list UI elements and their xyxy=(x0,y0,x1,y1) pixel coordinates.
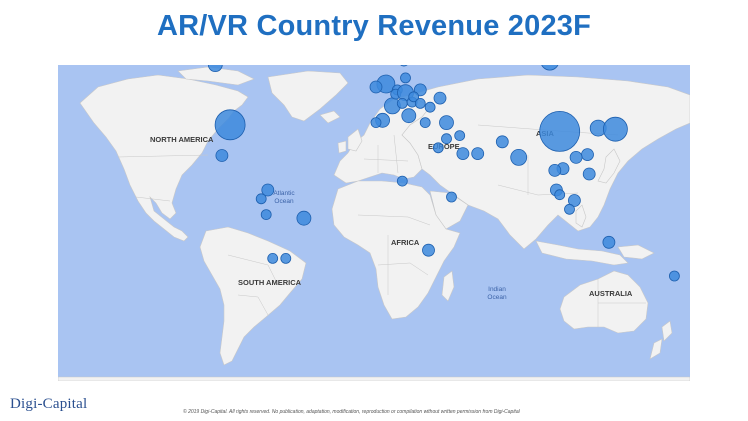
label-atlantic-ocean-line1: Atlantic xyxy=(273,190,295,197)
land-madagascar xyxy=(441,270,455,302)
revenue-bubble[interactable] xyxy=(414,98,426,109)
border-africa-1 xyxy=(357,214,431,226)
border-sa-1 xyxy=(227,254,279,286)
revenue-bubble[interactable] xyxy=(581,148,594,161)
revenue-bubble[interactable] xyxy=(603,116,628,142)
land-south-america xyxy=(199,226,307,366)
revenue-bubble[interactable] xyxy=(564,203,575,215)
land-new-zealand-south xyxy=(649,338,663,360)
revenue-bubble[interactable] xyxy=(280,252,292,264)
revenue-bubble[interactable] xyxy=(454,130,466,141)
label-europe: EUROPE xyxy=(428,142,460,151)
label-australia: AUSTRALIA xyxy=(589,289,633,298)
revenue-bubble[interactable] xyxy=(439,115,454,130)
revenue-bubble[interactable] xyxy=(261,183,275,197)
revenue-bubble[interactable] xyxy=(399,65,409,67)
bubble-map: NORTH AMERICA SOUTH AMERICA EUROPE AFRIC… xyxy=(58,65,690,381)
map-canvas: NORTH AMERICA SOUTH AMERICA EUROPE AFRIC… xyxy=(58,65,690,381)
revenue-bubble[interactable] xyxy=(296,210,312,226)
page-title: AR/VR Country Revenue 2023F xyxy=(156,10,592,42)
land-antarctica xyxy=(58,376,690,381)
revenue-bubble[interactable] xyxy=(370,117,382,128)
land-africa xyxy=(331,180,461,320)
revenue-bubble[interactable] xyxy=(408,91,420,103)
revenue-bubble[interactable] xyxy=(260,209,272,221)
revenue-bubble[interactable] xyxy=(267,252,279,264)
border-sa-2 xyxy=(237,294,269,316)
land-japan xyxy=(597,148,621,184)
revenue-bubble[interactable] xyxy=(369,80,383,94)
revenue-bubble[interactable] xyxy=(548,164,562,177)
revenue-bubble[interactable] xyxy=(446,191,457,203)
label-indian-ocean-line1: Indian xyxy=(488,286,506,293)
revenue-bubble[interactable] xyxy=(510,149,528,166)
copyright-notice: © 2019 Digi-Capital. All rights reserved… xyxy=(183,409,520,415)
border-us-mexico xyxy=(135,196,171,202)
border-africa-2 xyxy=(377,262,429,276)
land-australia xyxy=(559,270,649,334)
revenue-bubble[interactable] xyxy=(401,108,417,124)
border-us-canada xyxy=(117,154,209,158)
revenue-bubble[interactable] xyxy=(424,101,436,113)
revenue-bubble[interactable] xyxy=(432,142,444,154)
digi-capital-logo: Digi-Capital xyxy=(10,396,88,412)
land-greenland xyxy=(267,70,349,122)
revenue-bubble[interactable] xyxy=(214,109,246,141)
land-philippines xyxy=(575,204,587,228)
revenue-bubble[interactable] xyxy=(255,193,267,205)
revenue-bubble[interactable] xyxy=(539,111,581,152)
label-atlantic-ocean-line2: Ocean xyxy=(274,198,294,205)
revenue-bubble[interactable] xyxy=(400,72,411,84)
revenue-bubble[interactable] xyxy=(495,135,509,149)
land-british-isles xyxy=(347,128,363,152)
label-south-america: SOUTH AMERICA xyxy=(238,278,302,287)
revenue-bubble[interactable] xyxy=(419,117,431,128)
revenue-bubble[interactable] xyxy=(554,189,566,201)
revenue-bubble[interactable] xyxy=(433,91,447,105)
revenue-bubble[interactable] xyxy=(569,151,583,164)
revenue-bubble[interactable] xyxy=(441,133,452,145)
revenue-bubbles xyxy=(207,65,680,282)
land-new-zealand xyxy=(661,320,673,342)
revenue-bubble[interactable] xyxy=(471,147,485,160)
revenue-bubble[interactable] xyxy=(669,270,680,282)
revenue-bubble[interactable] xyxy=(582,167,596,181)
revenue-bubble[interactable] xyxy=(541,65,559,71)
label-africa: AFRICA xyxy=(391,238,420,247)
revenue-bubble[interactable] xyxy=(396,98,408,109)
revenue-bubble[interactable] xyxy=(207,65,223,72)
revenue-bubble[interactable] xyxy=(396,175,408,187)
border-europe-2 xyxy=(393,134,399,174)
label-north-america: NORTH AMERICA xyxy=(150,135,214,144)
label-indian-ocean-line2: Ocean xyxy=(487,294,507,301)
land-iceland xyxy=(319,110,341,124)
land-new-guinea xyxy=(617,244,655,260)
revenue-bubble[interactable] xyxy=(602,235,616,249)
revenue-bubble[interactable] xyxy=(568,194,581,207)
land-se-asia-islands xyxy=(535,240,629,266)
revenue-bubble[interactable] xyxy=(422,243,435,257)
land-ireland xyxy=(337,140,347,154)
border-europe-3 xyxy=(363,158,409,162)
revenue-bubble[interactable] xyxy=(215,149,229,162)
revenue-bubble[interactable] xyxy=(456,147,470,160)
land-north-america xyxy=(79,74,249,242)
